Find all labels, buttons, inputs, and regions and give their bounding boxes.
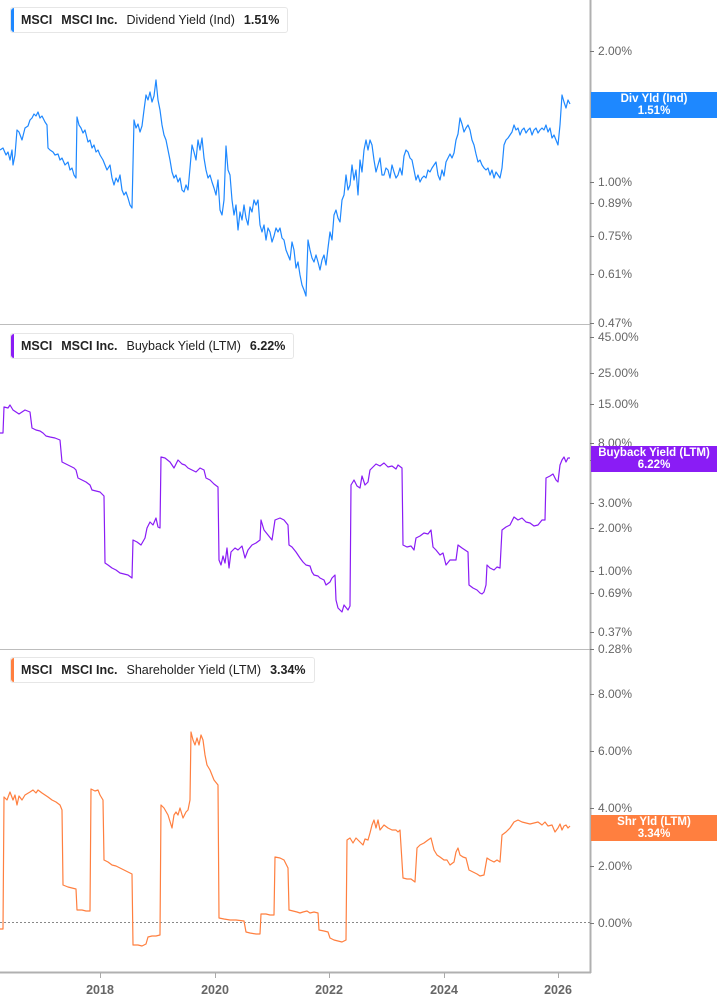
legend-company: MSCI Inc.: [61, 13, 118, 27]
y-tick-label: 4.00%: [598, 801, 633, 815]
legend-value: 6.22%: [249, 339, 286, 353]
y-tick-label: 2.00%: [598, 44, 633, 58]
x-ticks: [100, 973, 559, 978]
y-tick-mark: [590, 593, 594, 594]
buyback-yield-value-tag: Buyback Yield (LTM) 6.22%: [591, 446, 717, 472]
shareholder-yield-line: [0, 731, 571, 947]
y-tick-label: 45.00%: [598, 330, 639, 344]
x-axis-label: 2020: [201, 983, 229, 997]
tag-label: Div Yld (Ind): [620, 93, 688, 105]
dividend-yield-value-tag: Div Yld (Ind) 1.51%: [591, 92, 717, 118]
y-tick-label: 15.00%: [598, 397, 639, 411]
y-tick-mark: [590, 751, 594, 752]
y-tick-mark: [590, 323, 594, 324]
y-tick-mark: [590, 443, 594, 444]
y-tick-mark: [590, 632, 594, 633]
legend-value: 1.51%: [243, 13, 280, 27]
y-tick-mark: [590, 571, 594, 572]
legend-metric: Shareholder Yield (LTM): [126, 663, 262, 677]
y-tick-mark: [590, 274, 594, 275]
y-tick-mark: [590, 404, 594, 405]
x-axis-label: 2026: [544, 983, 572, 997]
x-axis-label: 2022: [315, 983, 343, 997]
y-tick-label: 0.00%: [598, 916, 633, 930]
shareholder-yield-value-tag: Shr Yld (LTM) 3.34%: [591, 815, 717, 841]
y-tick-label: 2.00%: [598, 521, 633, 535]
legend-shareholder-yield[interactable]: MSCI MSCI Inc. Shareholder Yield (LTM) 3…: [10, 657, 315, 683]
y-tick-label: 0.61%: [598, 267, 633, 281]
legend-ticker: MSCI: [21, 339, 53, 353]
y-tick-mark: [590, 337, 594, 338]
y-tick-label: 0.75%: [598, 229, 633, 243]
y-tick-label: 8.00%: [598, 687, 633, 701]
x-axis-label: 2018: [86, 983, 114, 997]
tag-value: 1.51%: [637, 105, 671, 117]
y-tick-mark: [590, 203, 594, 204]
tag-label: Shr Yld (LTM): [617, 816, 691, 828]
y-tick-mark: [590, 866, 594, 867]
tag-value: 3.34%: [637, 828, 671, 840]
legend-company: MSCI Inc.: [61, 663, 118, 677]
y-tick-mark: [590, 373, 594, 374]
legend-value: 3.34%: [270, 663, 306, 677]
y-tick-label: 1.00%: [598, 564, 633, 578]
legend-color-swatch: [11, 334, 14, 358]
y-tick-mark: [590, 808, 594, 809]
y-tick-mark: [590, 236, 594, 237]
tag-label: Buyback Yield (LTM): [598, 447, 710, 459]
y-tick-mark: [590, 51, 594, 52]
y-tick-label: 3.00%: [598, 496, 633, 510]
y-tick-label: 0.69%: [598, 586, 633, 600]
dividend-yield-line: [0, 79, 571, 297]
legend-company: MSCI Inc.: [61, 339, 118, 353]
x-axis-label: 2024: [430, 983, 458, 997]
y-tick-mark: [590, 182, 594, 183]
y-tick-label: 0.47%: [598, 316, 633, 330]
legend-metric: Dividend Yield (Ind): [126, 13, 235, 27]
y-tick-mark: [590, 649, 594, 650]
y-tick-mark: [590, 694, 594, 695]
legend-dividend-yield[interactable]: MSCI MSCI Inc. Dividend Yield (Ind) 1.51…: [10, 7, 289, 33]
buyback-yield-line: [0, 404, 570, 613]
legend-ticker: MSCI: [21, 13, 53, 27]
y-tick-label: 0.28%: [598, 642, 633, 656]
y-tick-label: 1.00%: [598, 175, 633, 189]
y-tick-label: 6.00%: [598, 744, 633, 758]
y-tick-label: 0.37%: [598, 625, 633, 639]
tag-value: 6.22%: [637, 459, 671, 471]
legend-metric: Buyback Yield (LTM): [126, 339, 241, 353]
y-tick-label: 25.00%: [598, 366, 639, 380]
legend-buyback-yield[interactable]: MSCI MSCI Inc. Buyback Yield (LTM) 6.22%: [10, 333, 295, 359]
y-tick-mark: [590, 923, 594, 924]
legend-color-swatch: [11, 8, 14, 32]
y-tick-label: 2.00%: [598, 859, 633, 873]
y-tick-mark: [590, 503, 594, 504]
legend-ticker: MSCI: [21, 663, 53, 677]
y-tick-mark: [590, 528, 594, 529]
y-tick-label: 0.89%: [598, 196, 633, 210]
legend-color-swatch: [11, 658, 14, 682]
